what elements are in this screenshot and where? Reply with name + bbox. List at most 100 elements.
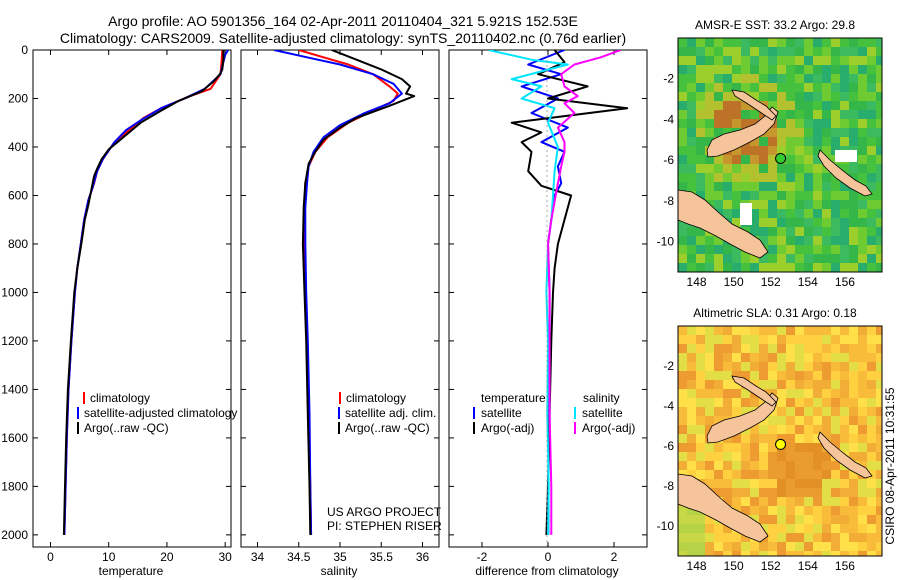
- sla-map-cell: [858, 515, 867, 524]
- sst-map-cell: [876, 227, 882, 236]
- sst-map-cell: [822, 56, 831, 65]
- sst-map-cell: [804, 164, 813, 173]
- sst-map-cell: [849, 191, 858, 200]
- sst-map-cell: [804, 101, 813, 110]
- sla-map-cell: [822, 470, 831, 479]
- sla-map-cell: [678, 461, 687, 470]
- sst-map-cell: [759, 83, 768, 92]
- sla-map-cell: [849, 407, 858, 416]
- sst-map-cell: [804, 128, 813, 137]
- sst-map-cell: [705, 182, 714, 191]
- sst-map-cell: [804, 173, 813, 182]
- sst-map-cell: [822, 146, 831, 155]
- sst-map-cell: [858, 245, 867, 254]
- sst-map-cell: [876, 245, 882, 254]
- sst-map-cell: [705, 173, 714, 182]
- sst-map-cell: [678, 182, 687, 191]
- sst-map-cell: [777, 47, 786, 56]
- sst-map-cell: [723, 182, 732, 191]
- sst-map-cell: [678, 119, 687, 128]
- sla-map-cell: [876, 335, 882, 344]
- sst-map-cell: [687, 92, 696, 101]
- sst-map-cell: [867, 74, 876, 83]
- sst-map-cell: [759, 173, 768, 182]
- sla-map-cell: [741, 452, 750, 461]
- sst-map-cell: [687, 47, 696, 56]
- sla-map-cell: [687, 407, 696, 416]
- sst-map-cell: [768, 137, 777, 146]
- sst-map-cell: [804, 65, 813, 74]
- sst-map-cell: [822, 101, 831, 110]
- sst-map-cell: [813, 191, 822, 200]
- sst-map-cell: [678, 65, 687, 74]
- sst-map-cell: [687, 56, 696, 65]
- sst-map-cell: [840, 119, 849, 128]
- sst-map-cell: [714, 155, 723, 164]
- sla-map-xtick-label: 152: [761, 559, 781, 573]
- sst-map-cell: [750, 155, 759, 164]
- sst-map-cell: [876, 182, 882, 191]
- sst-map-ytick-label: -4: [663, 112, 674, 126]
- sla-map-cell: [804, 533, 813, 542]
- sla-map-cell: [723, 344, 732, 353]
- sst-map-cell: [822, 119, 831, 128]
- sla-map-cell: [705, 344, 714, 353]
- sst-map-cell: [687, 182, 696, 191]
- sst-map-cell: [831, 101, 840, 110]
- sst-map-cell: [678, 92, 687, 101]
- sst-map-cell: [777, 218, 786, 227]
- sst-map-cell: [741, 254, 750, 263]
- sst-map-cell: [795, 200, 804, 209]
- sla-map-cell: [768, 380, 777, 389]
- sst-map-cell: [768, 56, 777, 65]
- sla-map-cell: [759, 425, 768, 434]
- sst-map-cell: [768, 101, 777, 110]
- sst-map-cell: [714, 263, 723, 272]
- sst-map-cell: [813, 155, 822, 164]
- sla-map-cell: [768, 497, 777, 506]
- sst-argo-marker: [775, 152, 787, 164]
- sst-map-cell: [849, 173, 858, 182]
- sst-map-cell: [831, 83, 840, 92]
- sst-map-cell: [768, 245, 777, 254]
- sla-map-cell: [759, 335, 768, 344]
- land-new-britain: [706, 392, 779, 444]
- sla-map-cell: [786, 452, 795, 461]
- sla-map-cell: [750, 371, 759, 380]
- sst-map-cell: [858, 74, 867, 83]
- sla-map-cell: [741, 434, 750, 443]
- sst-map-cell: [795, 119, 804, 128]
- sla-map-cell: [768, 470, 777, 479]
- sla-map-cell: [867, 524, 876, 533]
- sst-map-cell: [732, 155, 741, 164]
- sla-map-cell: [705, 515, 714, 524]
- sla-map-cell: [795, 524, 804, 533]
- sla-map-cell: [858, 461, 867, 470]
- sst-map-cell: [732, 182, 741, 191]
- sst-map-cell: [741, 119, 750, 128]
- sla-map-cell: [678, 524, 687, 533]
- sla-map-cell: [858, 416, 867, 425]
- sla-map-cell: [831, 515, 840, 524]
- sst-map-cell: [705, 119, 714, 128]
- sst-map-cell: [768, 209, 777, 218]
- sla-map-cell: [876, 470, 882, 479]
- sst-map-cell: [750, 200, 759, 209]
- sla-map-cell: [768, 506, 777, 515]
- sst-map-cell: [687, 38, 696, 47]
- sst-map-cell: [723, 173, 732, 182]
- sla-map-cell: [795, 326, 804, 335]
- sst-map-cell: [750, 65, 759, 74]
- sla-map-cell: [714, 461, 723, 470]
- sst-map-cell: [786, 74, 795, 83]
- sst-map-cell: [687, 227, 696, 236]
- sst-map-cell: [777, 110, 786, 119]
- sla-map-cell: [696, 434, 705, 443]
- sla-map-cell: [723, 380, 732, 389]
- sla-map-cell: [858, 344, 867, 353]
- sla-map-cell: [759, 371, 768, 380]
- sst-map-cell: [858, 155, 867, 164]
- sla-map-cell: [750, 353, 759, 362]
- sla-map-cell: [795, 434, 804, 443]
- sla-map-cell: [849, 533, 858, 542]
